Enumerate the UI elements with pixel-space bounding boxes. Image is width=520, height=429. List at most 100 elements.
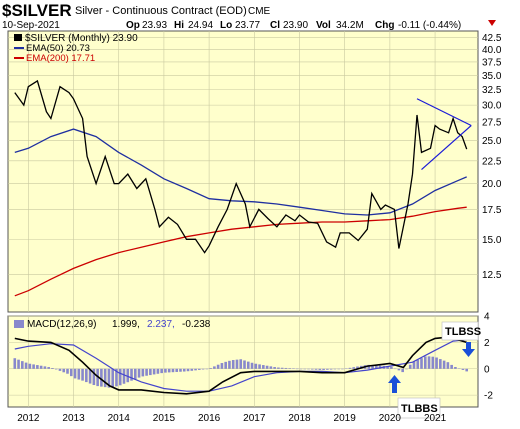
price-y-tick-label: 40.0 [482, 45, 502, 56]
price-legend: $SILVER (Monthly) 23.90 EMA(50) 20.73 EM… [14, 33, 138, 64]
histogram-bar [88, 368, 92, 384]
histogram-bar [39, 365, 43, 369]
tlbss-label: TLBSS [445, 326, 481, 338]
histogram-bar [314, 368, 318, 370]
histogram-bar [216, 364, 220, 369]
macd-y-tick-label: 4 [484, 312, 490, 323]
price-line [14, 79, 468, 254]
trendlines [416, 98, 472, 171]
histogram-bar [137, 368, 141, 378]
histogram-bar [164, 368, 167, 373]
histogram-bar [273, 367, 276, 369]
legend-ema200: EMA(200) 17.71 [26, 53, 95, 64]
high-value: 24.94 [188, 20, 213, 31]
down-triangle-icon [488, 20, 496, 26]
histogram-bar [85, 368, 88, 383]
price-y-axis: 12.5 15.0 17.5 20.0 22.5 25.0 27.5 30.0 32.5 35.0… [482, 33, 502, 281]
histogram-bar [21, 361, 24, 369]
histogram-bar [47, 367, 50, 369]
chg-value: -0.11 (-0.44%) [398, 20, 461, 31]
histogram-bar [239, 359, 243, 369]
low-value: 23.77 [235, 20, 260, 31]
histogram-bar [439, 359, 442, 369]
histogram-bar [171, 368, 175, 373]
price-y-tick-label: 32.5 [482, 85, 502, 96]
histogram-bar [435, 357, 438, 369]
open-label: Op [126, 20, 140, 31]
up-arrow-icon [388, 375, 401, 393]
high-label: Hi [174, 20, 184, 31]
histogram-bar [126, 368, 130, 383]
histogram-bar [326, 368, 329, 370]
histogram-bar [175, 368, 179, 372]
histogram-bar [246, 361, 250, 369]
histogram-bar [412, 361, 416, 369]
histogram-bar [149, 368, 152, 376]
macd-x-tick-label: 2018 [288, 413, 311, 424]
macd-x-tick-label: 2015 [153, 413, 176, 424]
histogram-bar [423, 356, 427, 369]
close-value: 23.90 [283, 20, 308, 31]
open-value: 23.93 [142, 20, 167, 31]
histogram-bar [167, 368, 171, 373]
histogram-bar [284, 367, 288, 369]
histogram-bar [348, 367, 352, 369]
histogram-bar [356, 366, 359, 369]
histogram-bar [156, 368, 160, 374]
price-y-tick-label: 42.5 [482, 33, 502, 44]
histogram-bar [450, 364, 453, 369]
price-y-tick-label: 27.5 [482, 117, 502, 128]
histogram-bar [152, 368, 156, 375]
legend-macd-v3: -0.238 [182, 319, 211, 330]
price-y-tick-label: 17.5 [482, 205, 502, 216]
low-label: Lo [220, 20, 232, 31]
chart-exchange: CME [248, 6, 271, 17]
legend-macd-swatch [14, 320, 24, 328]
histogram-bar [254, 363, 258, 369]
histogram-bar [318, 368, 322, 370]
histogram-bar [280, 367, 284, 369]
macd-y-tick-label: 2 [484, 338, 490, 349]
histogram-bar [32, 364, 35, 369]
price-y-tick-label: 25.0 [482, 136, 502, 147]
histogram-bar [295, 368, 299, 370]
legend-macd-v1: 1.999, [112, 319, 140, 330]
histogram-bar [310, 368, 314, 370]
price-y-tick-label: 15.0 [482, 235, 502, 246]
histogram-bar [130, 368, 133, 381]
histogram-bar [66, 368, 69, 374]
histogram-bar [341, 368, 344, 370]
histogram-bar [231, 360, 235, 369]
histogram-bar [337, 368, 340, 370]
histogram-bar [243, 360, 246, 369]
legend-price-swatch [14, 34, 22, 41]
legend-ema50: EMA(50) 20.73 [26, 43, 90, 54]
histogram-bar [250, 362, 254, 369]
histogram-bar [371, 365, 374, 369]
histogram-bar [262, 365, 265, 369]
histogram-bar [277, 367, 280, 369]
histogram-bar [322, 368, 325, 370]
histogram-bar [198, 368, 201, 370]
histogram-bar [213, 366, 216, 369]
histogram-bar [24, 362, 28, 369]
histogram-bar [333, 368, 337, 370]
macd-x-tick-label: 2016 [198, 413, 221, 424]
trendline [416, 98, 472, 127]
close-label: Cl [270, 20, 280, 31]
histogram-bar [258, 364, 261, 369]
chart-name: Silver - Continuous Contract (EOD) [75, 5, 247, 17]
histogram-bar [299, 368, 303, 370]
histogram-bar [352, 367, 356, 369]
histogram-bar [107, 368, 111, 388]
price-y-tick-label: 12.5 [482, 270, 502, 281]
price-y-tick-label: 20.0 [482, 179, 502, 190]
histogram-bar [209, 368, 212, 369]
histogram-bar [58, 368, 62, 371]
macd-signal-line [14, 339, 467, 392]
histogram-bar [81, 368, 84, 381]
histogram-bar [442, 360, 446, 369]
histogram-bar [465, 368, 469, 372]
macd-x-tick-label: 2013 [62, 413, 85, 424]
